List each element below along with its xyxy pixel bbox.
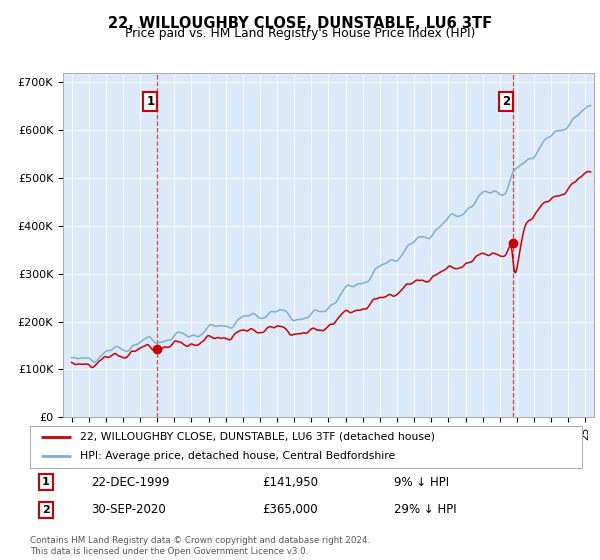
Text: Contains HM Land Registry data © Crown copyright and database right 2024.: Contains HM Land Registry data © Crown c… (30, 536, 370, 545)
Text: 2: 2 (42, 505, 50, 515)
Text: 30-SEP-2020: 30-SEP-2020 (91, 503, 166, 516)
Text: 2: 2 (502, 95, 510, 108)
Text: 1: 1 (146, 95, 154, 108)
Text: 22, WILLOUGHBY CLOSE, DUNSTABLE, LU6 3TF (detached house): 22, WILLOUGHBY CLOSE, DUNSTABLE, LU6 3TF… (80, 432, 434, 442)
Text: 22, WILLOUGHBY CLOSE, DUNSTABLE, LU6 3TF: 22, WILLOUGHBY CLOSE, DUNSTABLE, LU6 3TF (108, 16, 492, 31)
Text: 1: 1 (42, 477, 50, 487)
Text: 22-DEC-1999: 22-DEC-1999 (91, 475, 169, 489)
Text: 9% ↓ HPI: 9% ↓ HPI (394, 475, 449, 489)
Text: £365,000: £365,000 (262, 503, 317, 516)
Text: £141,950: £141,950 (262, 475, 318, 489)
Text: 29% ↓ HPI: 29% ↓ HPI (394, 503, 457, 516)
Text: Price paid vs. HM Land Registry's House Price Index (HPI): Price paid vs. HM Land Registry's House … (125, 27, 475, 40)
Text: This data is licensed under the Open Government Licence v3.0.: This data is licensed under the Open Gov… (30, 547, 308, 556)
Text: HPI: Average price, detached house, Central Bedfordshire: HPI: Average price, detached house, Cent… (80, 451, 395, 461)
